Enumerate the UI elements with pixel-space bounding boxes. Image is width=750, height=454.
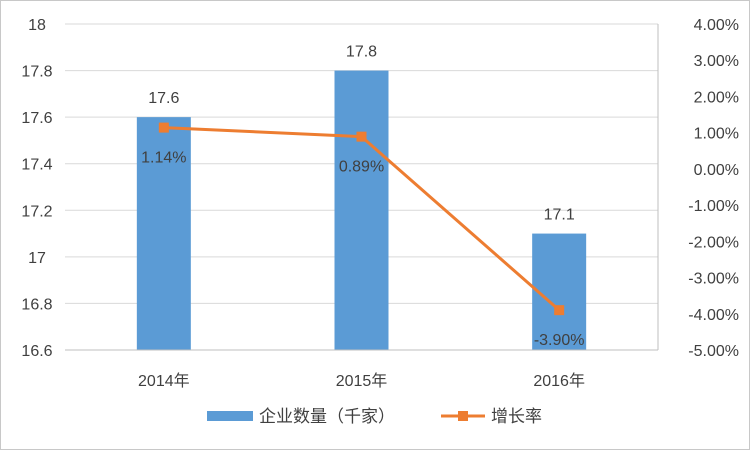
- growth-rate-marker: [356, 131, 367, 142]
- right-axis-tick-label: 4.00%: [694, 17, 739, 34]
- growth-rate-marker: [158, 122, 169, 133]
- right-axis-tick-label: 3.00%: [694, 53, 739, 70]
- x-axis-tick-label: 2016年: [533, 372, 585, 390]
- legend-bar-label: 企业数量（千家）: [259, 407, 395, 426]
- left-axis-tick-label: 16.6: [21, 343, 52, 360]
- left-axis-tick-label: 17.8: [21, 64, 52, 81]
- right-axis-tick-label: -2.00%: [688, 234, 739, 251]
- right-axis-tick-label: 1.00%: [694, 126, 739, 143]
- left-axis-tick-label: 16.8: [21, 296, 52, 313]
- bar: [136, 117, 191, 351]
- right-axis-tick-label: -3.00%: [688, 271, 739, 288]
- legend-line-label: 增长率: [491, 407, 542, 426]
- line-series: [158, 122, 565, 316]
- line-data-label: -3.90%: [534, 332, 585, 349]
- legend-line-marker: [458, 411, 468, 421]
- right-axis-tick-label: -5.00%: [688, 343, 739, 360]
- right-axis-tick-label: 0.00%: [694, 162, 739, 179]
- bar-data-label: 17.8: [346, 44, 377, 61]
- line-data-label: 1.14%: [141, 150, 186, 167]
- right-axis-tick-label: -4.00%: [688, 307, 739, 324]
- growth-rate-marker: [554, 305, 565, 316]
- bar: [334, 70, 389, 351]
- left-axis-tick-label: 17: [28, 250, 46, 267]
- legend: 企业数量（千家） 增长率: [207, 407, 542, 426]
- line-data-label: 0.89%: [339, 159, 384, 176]
- bar: [532, 233, 587, 350]
- legend-bar-swatch: [207, 411, 253, 421]
- left-axis-tick-label: 18: [28, 17, 46, 34]
- data-labels: 17.6 17.8 17.1 1.14% 0.89% -3.90%: [141, 44, 584, 350]
- right-axis-tick-label: 2.00%: [694, 89, 739, 106]
- left-axis-tick-label: 17.6: [21, 110, 52, 127]
- bar-data-label: 17.1: [544, 207, 575, 224]
- bar-data-label: 17.6: [148, 90, 179, 107]
- left-axis-tick-label: 17.4: [21, 157, 52, 174]
- bar-series: [136, 70, 587, 351]
- right-axis-tick-label: -1.00%: [688, 198, 739, 215]
- axes: 16.6 16.8 17 17.2 17.4 17.6 17.8 18 -5.00% -4.00%…: [21, 17, 739, 390]
- x-axis-tick-label: 2014年: [138, 372, 190, 390]
- left-axis-tick-label: 17.2: [21, 203, 52, 220]
- x-axis-tick-label: 2015年: [336, 372, 388, 390]
